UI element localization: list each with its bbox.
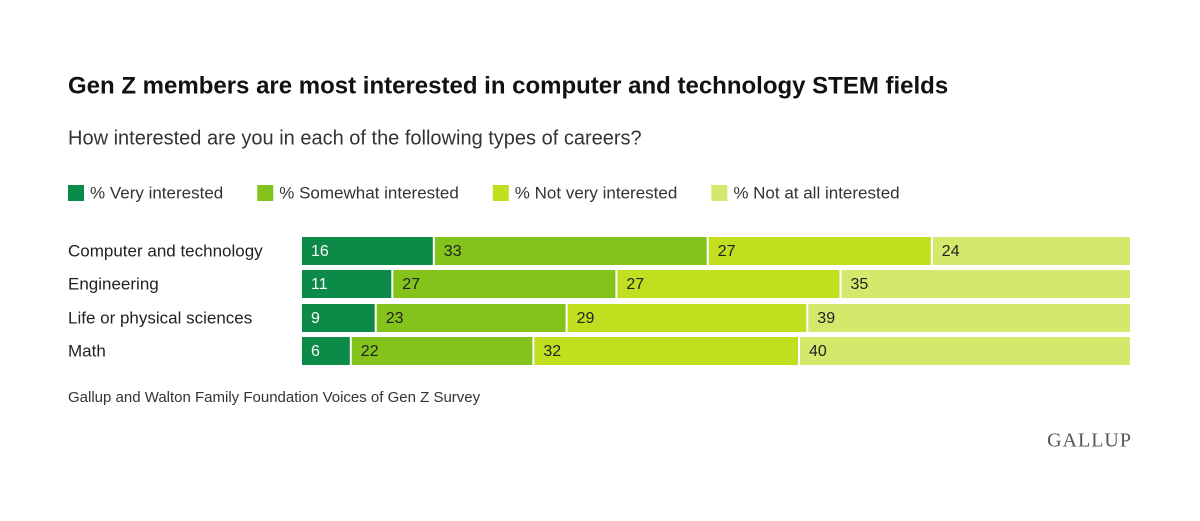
value-label: 35 [851,276,869,293]
bar-segment [841,270,1130,298]
bar-segment [708,237,931,265]
category-label: Engineering [68,274,159,293]
bar-segment [302,237,433,265]
bar-segment [351,337,533,365]
value-label: 23 [386,310,404,327]
bar-segment [302,270,392,298]
category-label: Math [68,341,106,360]
category-label: Computer and technology [68,241,263,260]
bar-segment [567,304,807,332]
logo: GALLUP [1047,430,1132,452]
value-label: 24 [942,243,960,260]
chart-subtitle: How interested are you in each of the fo… [68,127,642,149]
legend-swatch [68,185,84,201]
bar-segment [808,304,1130,332]
value-label: 27 [718,243,736,260]
value-label: 39 [817,310,835,327]
bar-segment [800,337,1130,365]
legend-swatch [257,185,274,201]
value-label: 29 [577,310,595,327]
bar-segment [393,270,616,298]
bar-segment [932,237,1130,265]
source: Gallup and Walton Family Foundation Voic… [68,389,481,406]
legend-swatch [711,185,728,201]
bar-segment [376,304,566,332]
bar-segment [302,337,350,365]
bar-segment [302,304,375,332]
bar-segment [534,337,798,365]
category-label: Life or physical sciences [68,308,252,327]
bar-segment [617,270,840,298]
legend-swatch [492,185,509,201]
value-label: 32 [543,343,561,360]
value-label: 9 [311,310,320,327]
value-label: 16 [311,243,329,260]
value-label: 11 [311,276,328,293]
value-label: 22 [361,343,379,360]
value-label: 27 [402,276,420,293]
value-label: 6 [311,343,320,360]
value-label: 27 [626,276,644,293]
chart-title: Gen Z members are most interested in com… [68,72,948,99]
legend-label: % Not at all interested [733,183,899,202]
legend-label: % Not very interested [515,183,678,202]
legend-label: % Somewhat interested [279,183,459,202]
value-label: 40 [809,343,827,360]
bar-segment [434,237,707,265]
legend-label: % Very interested [90,183,223,202]
value-label: 33 [444,243,462,260]
